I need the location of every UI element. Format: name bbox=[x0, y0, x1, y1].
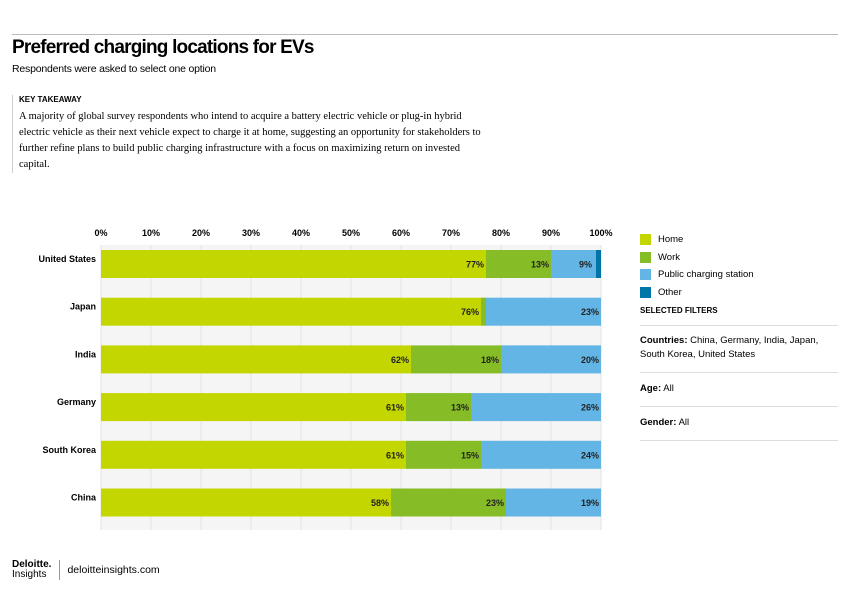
data-label: 19% bbox=[581, 498, 599, 508]
chart-subtitle: Respondents were asked to select one opt… bbox=[12, 63, 216, 75]
bar-segment-home bbox=[101, 250, 486, 278]
bar-segment-work bbox=[406, 393, 471, 422]
data-label: 23% bbox=[581, 307, 599, 317]
legend-label: Other bbox=[658, 286, 682, 298]
x-tick-label: 10% bbox=[142, 228, 160, 238]
bar-segment-work bbox=[391, 488, 506, 517]
bar-segment-work bbox=[411, 345, 501, 374]
x-tick-label: 100% bbox=[589, 228, 612, 238]
filter-countries: Countries: China, Germany, India, Japan,… bbox=[640, 334, 838, 373]
category-label: Japan bbox=[70, 302, 96, 312]
bar-segment-work bbox=[481, 297, 486, 326]
bar-segment-public-charging-station bbox=[506, 488, 601, 517]
bar-segment-home bbox=[101, 440, 406, 469]
legend-swatch bbox=[640, 269, 651, 281]
x-tick-label: 80% bbox=[492, 228, 510, 238]
stacked-bar-chart: 0% 10% 20% 30% 40% 50% 60% 70% 80% 90% 100% United … bbox=[38, 228, 613, 530]
bar-segment-home bbox=[101, 488, 391, 517]
bar-segment-home bbox=[101, 345, 411, 374]
data-label: 20% bbox=[581, 355, 599, 365]
category-label: Germany bbox=[57, 397, 96, 407]
data-label: 24% bbox=[581, 450, 599, 460]
data-label: 23% bbox=[486, 498, 504, 508]
legend-swatch bbox=[640, 251, 651, 263]
data-label: 58% bbox=[371, 498, 389, 508]
footer: Deloitte. Insights deloitteinsights.com bbox=[12, 560, 160, 580]
data-label: 13% bbox=[531, 260, 549, 270]
data-label: 61% bbox=[386, 403, 404, 413]
data-label: 76% bbox=[461, 307, 479, 317]
bar-segment-public-charging-station bbox=[551, 250, 596, 278]
data-label: 9% bbox=[579, 260, 592, 270]
bar-segment-other bbox=[596, 250, 601, 278]
legend-label: Work bbox=[658, 251, 680, 263]
data-label: 18% bbox=[481, 355, 499, 365]
category-label: India bbox=[75, 349, 97, 359]
site-link[interactable]: deloitteinsights.com bbox=[67, 564, 160, 576]
legend-item: Work bbox=[640, 249, 754, 267]
deloitte-insights-logo: Deloitte. Insights bbox=[12, 560, 61, 580]
x-tick-label: 40% bbox=[292, 228, 310, 238]
legend-item: Home bbox=[640, 231, 754, 249]
legend-label: Home bbox=[658, 234, 684, 246]
category-label: China bbox=[71, 493, 97, 503]
x-tick-label: 0% bbox=[94, 228, 107, 238]
selected-filters: SELECTED FILTERS Countries: China, Germa… bbox=[640, 304, 838, 450]
x-tick-label: 70% bbox=[442, 228, 460, 238]
bar-segment-work bbox=[406, 440, 481, 469]
data-label: 61% bbox=[386, 450, 404, 460]
x-tick-label: 30% bbox=[242, 228, 260, 238]
bar-segment-work bbox=[486, 250, 551, 278]
x-tick-label: 20% bbox=[192, 228, 210, 238]
legend-label: Public charging station bbox=[658, 269, 754, 281]
bar-segment-public-charging-station bbox=[481, 440, 601, 469]
filter-gender: Gender: All bbox=[640, 416, 838, 441]
legend-swatch bbox=[640, 286, 651, 298]
filters-heading: SELECTED FILTERS bbox=[640, 304, 838, 326]
category-label: United States bbox=[38, 254, 96, 264]
top-rule bbox=[12, 34, 838, 35]
chart-title: Preferred charging locations for EVs bbox=[12, 37, 314, 58]
bar-segment-home bbox=[101, 297, 481, 326]
data-label: 15% bbox=[461, 450, 479, 460]
filter-age: Age: All bbox=[640, 382, 838, 407]
key-takeaway-body: A majority of global survey respondents … bbox=[19, 111, 481, 170]
key-takeaway-heading: KEY TAKEAWAY bbox=[19, 95, 82, 104]
legend: Home Work Public charging station Other bbox=[640, 231, 754, 301]
legend-item: Public charging station bbox=[640, 266, 754, 284]
data-label: 26% bbox=[581, 403, 599, 413]
bar-segment-public-charging-station bbox=[501, 345, 601, 374]
data-label: 13% bbox=[451, 403, 469, 413]
bar-segment-public-charging-station bbox=[486, 297, 601, 326]
x-tick-label: 50% bbox=[342, 228, 360, 238]
data-label: 62% bbox=[391, 355, 409, 365]
x-tick-label: 90% bbox=[542, 228, 560, 238]
legend-item: Other bbox=[640, 284, 754, 302]
key-takeaway: KEY TAKEAWAY A majority of global survey… bbox=[12, 95, 489, 173]
bar-segment-home bbox=[101, 393, 406, 422]
bar-segment-public-charging-station bbox=[471, 393, 601, 422]
x-tick-label: 60% bbox=[392, 228, 410, 238]
data-label: 77% bbox=[466, 260, 484, 270]
category-label: South Korea bbox=[42, 445, 96, 455]
legend-swatch bbox=[640, 234, 651, 246]
